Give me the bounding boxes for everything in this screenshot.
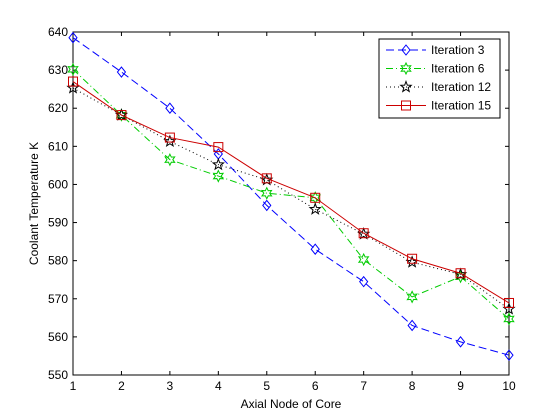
data-point xyxy=(407,319,417,332)
data-point xyxy=(116,66,127,78)
data-point xyxy=(213,142,224,153)
legend-label: Iteration 3 xyxy=(431,43,485,57)
series-4 xyxy=(68,76,514,308)
data-point xyxy=(262,199,272,212)
legend-marker xyxy=(400,61,412,76)
data-point xyxy=(165,102,175,115)
x-tick-label: 8 xyxy=(409,379,416,393)
series-line xyxy=(72,81,510,304)
legend-item: Iteration 6 xyxy=(386,62,485,76)
y-tick-label: 560 xyxy=(48,330,68,344)
y-tick-label: 580 xyxy=(48,254,68,268)
legend-label: Iteration 12 xyxy=(431,80,491,94)
series-1 xyxy=(68,31,514,361)
legend-marker xyxy=(399,80,413,93)
x-tick-label: 4 xyxy=(215,379,222,393)
data-point xyxy=(455,268,466,279)
legend-marker xyxy=(401,44,411,56)
legend-item: Iteration 15 xyxy=(386,99,491,113)
series-line xyxy=(72,68,510,320)
legend: Iteration 3 Iteration 6 Iteration 12 Iterat… xyxy=(378,38,501,119)
data-point xyxy=(211,157,225,171)
data-point xyxy=(504,297,514,308)
data-point xyxy=(260,172,274,186)
data-point xyxy=(116,110,127,121)
legend-label: Iteration 15 xyxy=(431,99,491,113)
legend-label: Iteration 6 xyxy=(431,62,485,76)
x-tick-label: 3 xyxy=(167,379,174,393)
data-point xyxy=(406,290,418,304)
y-axis-label: Coolant Temperature K xyxy=(27,142,41,265)
data-point xyxy=(212,169,225,183)
y-tick-label: 630 xyxy=(48,63,68,77)
legend-box xyxy=(378,38,501,119)
axis-ticks: 1 2 3 4 5 6 7 8 9 10 550 560 570 580 590 600 610 620 630 64… xyxy=(48,25,516,393)
legend-item: Iteration 3 xyxy=(386,43,485,57)
x-tick-label: 1 xyxy=(70,379,77,393)
data-point xyxy=(261,173,272,184)
data-point xyxy=(503,312,515,326)
data-point xyxy=(164,153,176,167)
data-point xyxy=(359,275,369,288)
data-point xyxy=(114,108,129,121)
y-tick-label: 610 xyxy=(48,139,68,153)
legend-item: Iteration 12 xyxy=(386,80,491,94)
data-point xyxy=(407,253,418,264)
x-tick-label: 2 xyxy=(118,379,125,393)
y-tick-label: 600 xyxy=(48,177,68,191)
y-tick-label: 590 xyxy=(48,216,68,230)
data-point xyxy=(357,227,371,240)
data-point xyxy=(163,134,177,147)
x-tick-label: 10 xyxy=(502,379,516,393)
data-point xyxy=(308,202,322,215)
data-point xyxy=(68,76,78,87)
data-point xyxy=(261,186,273,200)
x-tick-label: 5 xyxy=(263,379,270,393)
data-point xyxy=(67,62,79,76)
legend-marker xyxy=(401,100,411,111)
x-axis-label: Axial Node of Core xyxy=(241,397,342,411)
data-point xyxy=(504,349,514,361)
data-point xyxy=(455,336,466,348)
y-tick-label: 550 xyxy=(48,368,68,382)
x-tick-label: 6 xyxy=(312,379,319,393)
x-tick-label: 7 xyxy=(360,379,367,393)
series-2 xyxy=(67,62,515,326)
data-point xyxy=(453,267,468,281)
y-tick-label: 570 xyxy=(48,292,68,306)
data-point xyxy=(164,132,175,143)
x-tick-label: 9 xyxy=(457,379,464,393)
data-point xyxy=(310,243,320,256)
series-line xyxy=(72,37,510,356)
data-point xyxy=(358,228,369,239)
data-point xyxy=(357,252,370,267)
y-tick-label: 640 xyxy=(48,25,68,39)
data-point xyxy=(68,31,78,44)
series-layer xyxy=(66,31,516,361)
data-point xyxy=(310,192,321,203)
y-tick-label: 620 xyxy=(48,101,68,115)
